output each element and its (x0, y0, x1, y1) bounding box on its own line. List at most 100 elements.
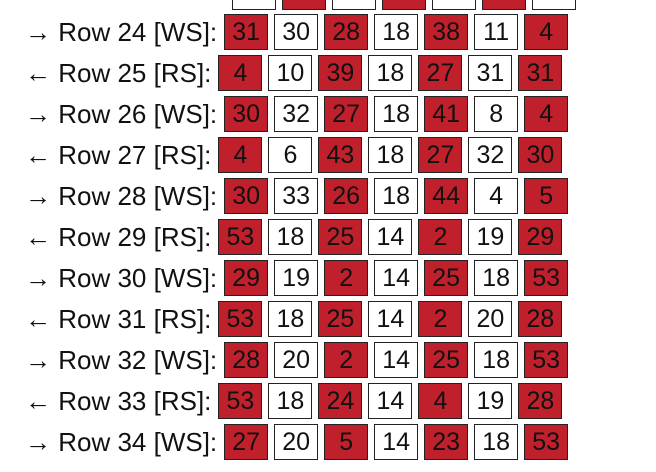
stitch-cell: 18 (368, 137, 413, 173)
stitch-cell: 18 (268, 301, 313, 337)
stitch-cell: 27 (418, 55, 463, 91)
stitch-cell: 28 (518, 301, 563, 337)
stitch-cell: 18 (374, 178, 419, 214)
stitch-cell: 18 (368, 55, 413, 91)
pattern-row: ← Row 27 [RS]: 4 6 43 18 27 32 30 (25, 137, 568, 173)
stitch-cell: 25 (424, 342, 469, 378)
stitch-cell: 2 (418, 301, 463, 337)
stitch-cell: 53 (524, 424, 569, 460)
row-label: ← Row 29 [RS]: (25, 221, 212, 252)
stitch-cell: 29 (518, 219, 563, 255)
stitch-cell: 4 (218, 137, 263, 173)
stitch-cell: 5 (524, 178, 569, 214)
stitch-cell: 14 (368, 219, 413, 255)
row-label: → Row 34 [WS]: (25, 426, 218, 457)
stitch-cell: 18 (374, 96, 419, 132)
stitch-cell: 20 (468, 301, 513, 337)
stitch-cell: 20 (274, 424, 319, 460)
stitch-cell: 39 (318, 55, 363, 91)
stitch-cell: 53 (218, 301, 263, 337)
stitch-cell: 41 (424, 96, 469, 132)
stitch-cell: 19 (274, 260, 319, 296)
pattern-row: ← Row 31 [RS]: 53 18 25 14 2 20 28 (25, 301, 568, 337)
stitch-cell: 28 (518, 383, 563, 419)
stitch-cell: 23 (424, 424, 469, 460)
stitch-cell: 31 (518, 55, 563, 91)
pattern-row: → Row 24 [WS]: 31 30 28 18 38 11 4 (25, 14, 574, 50)
stitch-cell: 4 (418, 383, 463, 419)
stitch-cell: 44 (424, 178, 469, 214)
stitch-cell: 53 (218, 383, 263, 419)
stitch-cell: 14 (368, 383, 413, 419)
stitch-cell: 18 (474, 424, 519, 460)
stitch-cell: 28 (224, 342, 269, 378)
row-label: ← Row 25 [RS]: (25, 57, 212, 88)
stitch-cell: 2 (418, 219, 463, 255)
cell (332, 0, 376, 10)
stitch-cell: 26 (324, 178, 369, 214)
stitch-cell: 31 (468, 55, 513, 91)
stitch-cell: 28 (324, 14, 369, 50)
stitch-cell: 53 (218, 219, 263, 255)
stitch-cell: 18 (268, 383, 313, 419)
pattern-row: ← Row 25 [RS]: 4 10 39 18 27 31 31 (25, 55, 568, 91)
stitch-cell: 30 (274, 14, 319, 50)
stitch-cell: 4 (524, 14, 569, 50)
stitch-cell: 32 (274, 96, 319, 132)
stitch-cell: 25 (318, 219, 363, 255)
stitch-cell: 30 (224, 96, 269, 132)
row-label: → Row 28 [WS]: (25, 180, 218, 211)
pattern-row: → Row 34 [WS]: 27 20 5 14 23 18 53 (25, 424, 574, 460)
row-label: ← Row 27 [RS]: (25, 139, 212, 170)
stitch-cell: 5 (324, 424, 369, 460)
stitch-cell: 11 (474, 14, 519, 50)
cell (382, 0, 426, 10)
row-label: → Row 30 [WS]: (25, 262, 218, 293)
stitch-cell: 19 (468, 219, 513, 255)
stitch-cell: 18 (474, 342, 519, 378)
stitch-cell: 25 (318, 301, 363, 337)
pattern-row: ← Row 33 [RS]: 53 18 24 14 4 19 28 (25, 383, 568, 419)
stitch-cell: 25 (424, 260, 469, 296)
row-label: → Row 24 [WS]: (25, 16, 218, 47)
stitch-cell: 32 (468, 137, 513, 173)
stitch-cell: 18 (374, 14, 419, 50)
stitch-cell: 4 (524, 96, 569, 132)
cell (282, 0, 326, 10)
stitch-cell: 14 (374, 260, 419, 296)
stitch-cell: 33 (274, 178, 319, 214)
pattern-row: → Row 30 [WS]: 29 19 2 14 25 18 53 (25, 260, 574, 296)
pattern-row: → Row 26 [WS]: 30 32 27 18 41 8 4 (25, 96, 574, 132)
cell (232, 0, 276, 10)
cell (432, 0, 476, 10)
stitch-cell: 8 (474, 96, 519, 132)
stitch-cell: 2 (324, 342, 369, 378)
stitch-cell: 27 (418, 137, 463, 173)
stitch-cell: 27 (224, 424, 269, 460)
stitch-cell: 38 (424, 14, 469, 50)
cell (482, 0, 526, 10)
pattern-row: → Row 28 [WS]: 30 33 26 18 44 4 5 (25, 178, 574, 214)
stitch-cell: 10 (268, 55, 313, 91)
pattern-row: ← Row 29 [RS]: 53 18 25 14 2 19 29 (25, 219, 568, 255)
stitch-cell: 30 (224, 178, 269, 214)
stitch-cell: 14 (368, 301, 413, 337)
stitch-cell: 2 (324, 260, 369, 296)
stitch-cell: 6 (268, 137, 313, 173)
stitch-cell: 14 (374, 342, 419, 378)
stitch-cell: 18 (268, 219, 313, 255)
stitch-cell: 20 (274, 342, 319, 378)
stitch-cell: 27 (324, 96, 369, 132)
stitch-cell: 43 (318, 137, 363, 173)
row-label: ← Row 31 [RS]: (25, 303, 212, 334)
row-label: ← Row 33 [RS]: (25, 385, 212, 416)
pattern-row: → Row 32 [WS]: 28 20 2 14 25 18 53 (25, 342, 574, 378)
stitch-cell: 19 (468, 383, 513, 419)
row-label: → Row 32 [WS]: (25, 344, 218, 375)
stitch-cell: 30 (518, 137, 563, 173)
stitch-cell: 31 (224, 14, 269, 50)
stitch-cell: 4 (474, 178, 519, 214)
stitch-cell: 53 (524, 342, 569, 378)
stitch-cell: 24 (318, 383, 363, 419)
